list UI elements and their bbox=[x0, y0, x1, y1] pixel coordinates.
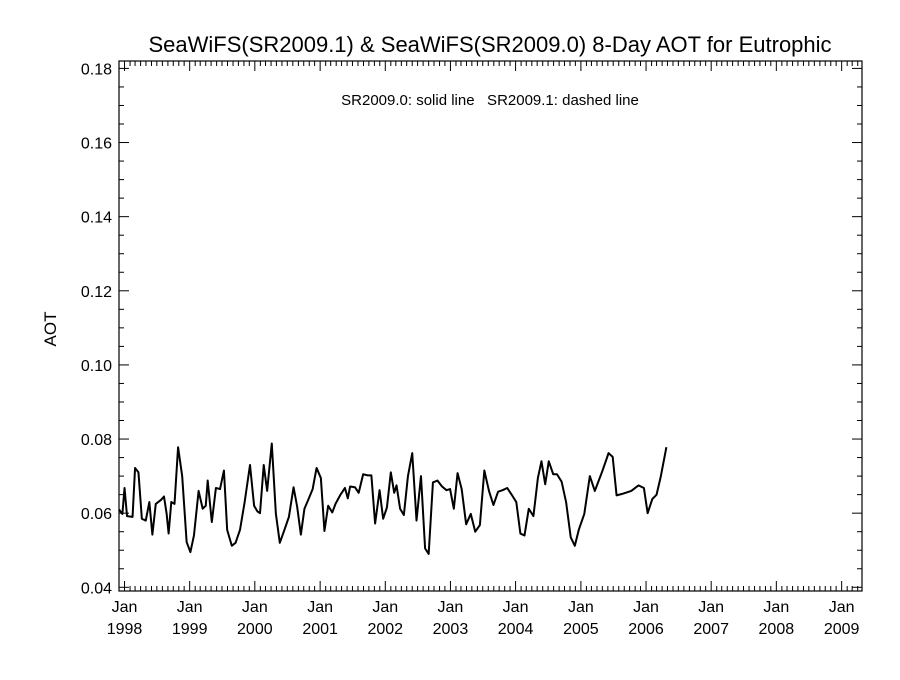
x-tick-month: Jan bbox=[503, 599, 529, 616]
x-tick-year: 2007 bbox=[693, 621, 729, 638]
x-tick-month: Jan bbox=[698, 599, 724, 616]
y-tick-label: 0.04 bbox=[81, 580, 112, 597]
x-tick-year: 2001 bbox=[302, 621, 338, 638]
y-tick-label: 0.16 bbox=[81, 136, 112, 153]
x-tick-year: 2008 bbox=[759, 621, 795, 638]
y-tick-label: 0.14 bbox=[81, 210, 112, 227]
x-tick-year: 2002 bbox=[367, 621, 403, 638]
series-style-annotation: SR2009.0: solid line SR2009.1: dashed li… bbox=[341, 92, 639, 109]
x-tick-month: Jan bbox=[829, 599, 855, 616]
x-tick-month: Jan bbox=[438, 599, 464, 616]
x-tick-month: Jan bbox=[307, 599, 333, 616]
x-tick-year: 2006 bbox=[628, 621, 664, 638]
x-axis: Jan 1998 Jan 1999 Jan 2000 Jan 2001 Jan 2002 Jan 20… bbox=[107, 61, 860, 638]
x-tick-year: 1999 bbox=[172, 621, 208, 638]
x-tick-month: Jan bbox=[763, 599, 789, 616]
series-line-solid bbox=[118, 442, 668, 555]
chart-title: SeaWiFS(SR2009.1) & SeaWiFS(SR2009.0) 8-… bbox=[148, 32, 831, 57]
x-tick-year: 1998 bbox=[107, 621, 143, 638]
y-tick-label: 0.12 bbox=[81, 284, 112, 301]
x-tick-year: 2000 bbox=[237, 621, 273, 638]
y-tick-label: 0.08 bbox=[81, 432, 112, 449]
x-tick-month: Jan bbox=[112, 599, 138, 616]
plot-frame bbox=[118, 60, 863, 592]
y-tick-label: 0.18 bbox=[81, 61, 112, 78]
series-layer bbox=[118, 442, 668, 555]
y-tick-label: 0.06 bbox=[81, 506, 112, 523]
x-tick-year: 2009 bbox=[824, 621, 860, 638]
x-tick-month: Jan bbox=[242, 599, 268, 616]
x-tick-month: Jan bbox=[568, 599, 594, 616]
x-tick-year: 2005 bbox=[563, 621, 599, 638]
x-tick-month: Jan bbox=[372, 599, 398, 616]
y-tick-label: 0.10 bbox=[81, 358, 112, 375]
x-tick-year: 2003 bbox=[433, 621, 469, 638]
x-tick-year: 2004 bbox=[498, 621, 534, 638]
y-axis: 0.04 0.06 0.08 0.10 0.12 0.14 0.16 0.18 bbox=[81, 61, 862, 597]
y-axis-label: AOT bbox=[41, 312, 60, 347]
x-tick-month: Jan bbox=[177, 599, 203, 616]
x-tick-month: Jan bbox=[633, 599, 659, 616]
